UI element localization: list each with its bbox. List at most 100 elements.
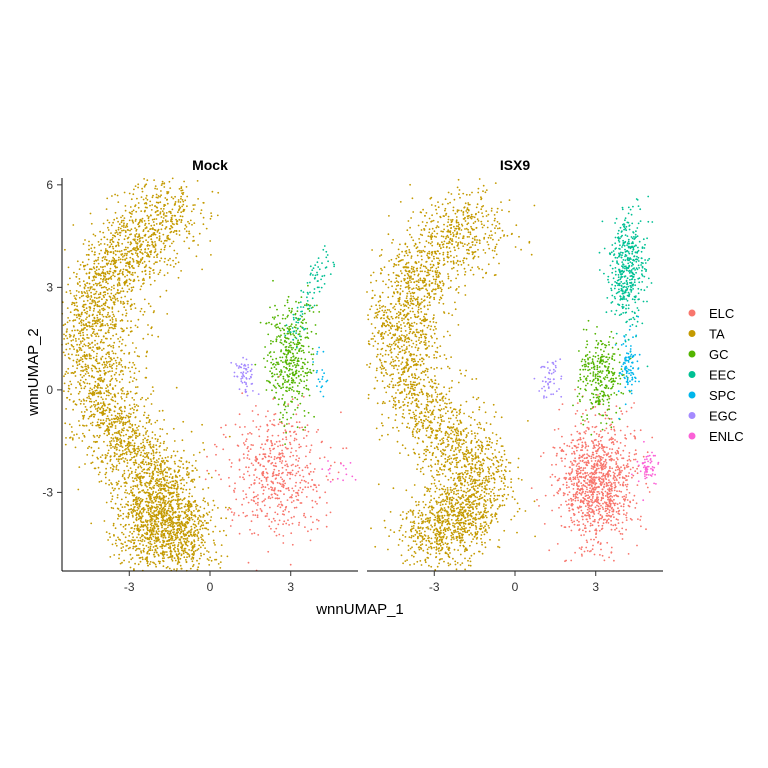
point-gc <box>281 383 284 386</box>
point-ta <box>95 321 97 324</box>
point-elc <box>265 468 267 470</box>
point-gc <box>303 380 306 383</box>
point-gc <box>316 304 318 307</box>
point-ta <box>88 282 91 285</box>
point-ta <box>160 530 163 533</box>
point-ta <box>75 360 78 363</box>
point-ta <box>186 544 189 547</box>
point-ta <box>137 539 140 542</box>
point-ta <box>80 342 82 344</box>
point-ta <box>137 260 140 263</box>
point-ta <box>145 520 147 523</box>
point-ta <box>108 483 110 486</box>
point-ta <box>122 512 125 515</box>
point-ta <box>177 211 179 214</box>
point-ta <box>182 550 185 553</box>
point-gc <box>308 351 310 354</box>
point-eec <box>311 269 314 271</box>
point-elc <box>280 501 282 503</box>
point-ta <box>192 564 195 566</box>
point-ta <box>82 345 84 348</box>
point-spc <box>318 380 321 383</box>
point-ta <box>192 481 194 483</box>
point-ta <box>198 519 201 522</box>
point-ta <box>143 468 146 471</box>
point-ta <box>157 554 160 557</box>
point-elc <box>215 445 218 448</box>
point-elc <box>281 472 283 475</box>
point-ta <box>99 407 101 410</box>
point-ta <box>102 278 105 281</box>
point-ta <box>88 353 91 355</box>
point-ta <box>129 233 131 236</box>
point-gc <box>297 375 300 378</box>
point-elc <box>267 428 270 431</box>
point-gc <box>295 372 298 374</box>
point-ta <box>117 244 120 246</box>
point-eec <box>329 273 332 275</box>
point-ta <box>87 372 90 374</box>
point-gc <box>294 396 296 399</box>
point-ta <box>149 253 152 256</box>
point-ta <box>104 366 106 368</box>
point-ta <box>205 227 208 230</box>
point-ta <box>181 549 183 552</box>
point-elc <box>236 444 239 447</box>
point-ta <box>151 507 153 509</box>
point-ta <box>207 551 210 553</box>
point-ta <box>98 300 101 303</box>
point-ta <box>92 356 95 359</box>
point-elc <box>267 410 269 412</box>
point-gc <box>291 372 294 375</box>
point-ta <box>140 551 143 554</box>
point-ta <box>205 522 208 524</box>
point-gc <box>294 326 297 329</box>
point-ta <box>183 484 186 487</box>
point-ta <box>180 189 183 192</box>
point-ta <box>160 257 163 260</box>
point-ta <box>161 492 164 495</box>
point-ta <box>113 420 115 423</box>
point-ta <box>69 380 72 383</box>
point-ta <box>107 324 109 327</box>
point-gc <box>301 365 304 368</box>
point-ta <box>163 553 166 555</box>
point-ta <box>148 260 151 263</box>
point-ta <box>202 202 205 204</box>
point-ta <box>116 356 119 359</box>
point-ta <box>107 539 109 541</box>
point-ta <box>93 387 96 389</box>
point-ta <box>102 309 105 312</box>
point-ta <box>171 476 174 478</box>
point-ta <box>161 524 164 527</box>
point-ta <box>134 405 136 408</box>
point-elc <box>293 515 295 518</box>
point-ta <box>172 480 175 483</box>
point-ta <box>175 487 178 490</box>
point-ta <box>180 567 183 570</box>
point-elc <box>242 498 245 500</box>
point-gc <box>291 396 293 398</box>
point-elc <box>243 457 245 459</box>
point-ta <box>129 540 131 542</box>
point-ta <box>109 467 112 469</box>
point-ta <box>141 187 144 190</box>
point-elc <box>267 460 270 462</box>
point-ta <box>187 220 189 223</box>
point-gc <box>288 365 291 367</box>
point-ta <box>82 369 84 372</box>
point-elc <box>264 486 267 489</box>
point-ta <box>113 454 116 457</box>
point-ta <box>112 221 114 224</box>
point-ta <box>109 536 111 538</box>
point-ta <box>104 363 106 366</box>
point-elc <box>251 510 254 513</box>
point-ta <box>110 398 113 401</box>
point-ta <box>85 254 88 256</box>
point-ta <box>177 276 180 279</box>
point-ta <box>184 199 187 202</box>
point-ta <box>113 275 116 278</box>
point-ta <box>161 514 163 517</box>
point-ta <box>79 334 82 337</box>
point-ta <box>150 460 153 463</box>
